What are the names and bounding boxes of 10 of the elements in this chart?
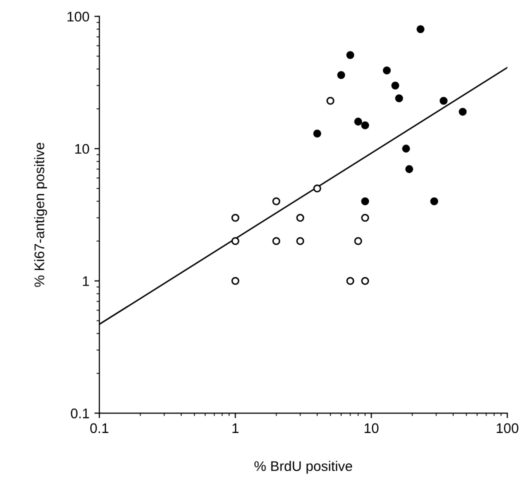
x-axis-title: % BrdU positive [254,460,352,474]
x-tick-label: 100 [496,423,518,434]
y-axis-title: % Ki67-antigen positive [34,142,48,287]
y-tick-label: 1 [82,276,89,286]
y-tick-label: 10 [75,144,90,154]
x-tick-label: 10 [364,423,379,434]
y-tick-label: 0.1 [70,408,89,418]
y-tick-label: 100 [68,12,90,22]
x-tick-label: 1 [232,423,239,433]
x-tick-label: 0.1 [90,423,108,434]
